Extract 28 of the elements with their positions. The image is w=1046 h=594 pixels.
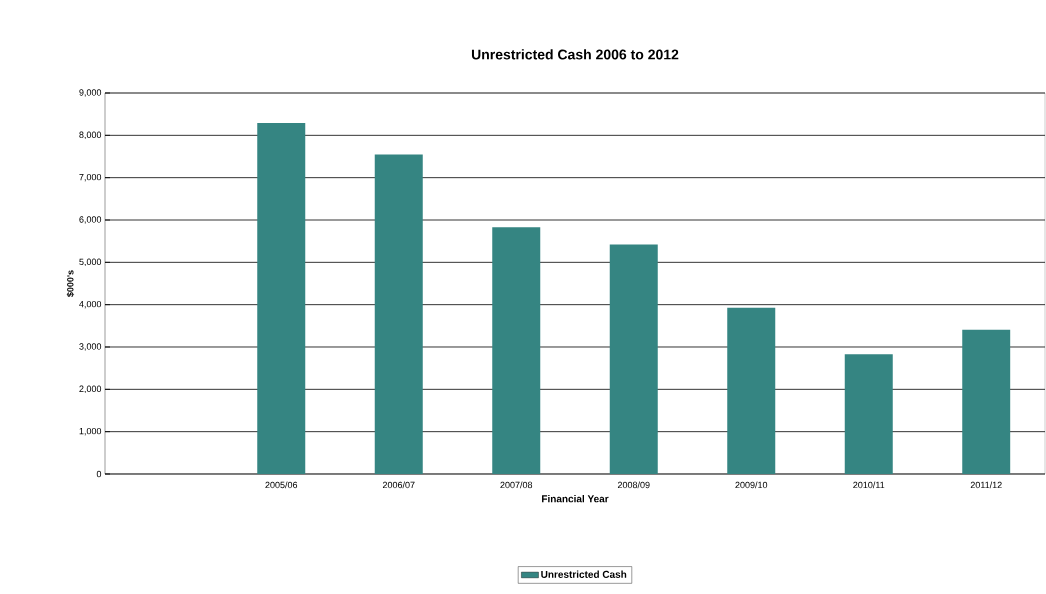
- y-tick-label: 4,000: [79, 300, 102, 309]
- y-tick-label: 9,000: [79, 89, 102, 97]
- y-tick-label: 3,000: [79, 343, 102, 351]
- x-tick-label: 2010/11: [853, 481, 885, 489]
- y-tick-label: 0: [96, 470, 102, 478]
- x-tick-label: 2007/08: [500, 481, 533, 489]
- bar: [257, 123, 306, 474]
- x-tick-label: 2009/10: [735, 481, 768, 489]
- bar: [727, 307, 776, 474]
- x-tick-label: 2005/06: [265, 481, 298, 489]
- y-tick-label: 7,000: [79, 173, 102, 182]
- y-tick-label: 6,000: [79, 216, 102, 224]
- bar: [609, 244, 658, 474]
- x-tick-label: 2006/07: [382, 481, 415, 489]
- y-axis-title: $000's: [66, 270, 75, 297]
- legend-label: Unrestricted Cash: [541, 570, 627, 578]
- bar: [844, 354, 893, 474]
- y-tick-label: 8,000: [79, 131, 102, 140]
- x-tick-label: 2008/09: [617, 481, 650, 489]
- y-tick-label: 1,000: [79, 427, 102, 436]
- x-axis-title: Financial Year: [542, 495, 609, 503]
- x-tick-label: 2011/12: [970, 481, 1002, 489]
- y-tick-label: 2,000: [79, 385, 102, 394]
- bar: [374, 154, 423, 474]
- chart-title: Unrestricted Cash 2006 to 2012: [471, 49, 679, 60]
- bar: [492, 227, 541, 474]
- y-tick-label: 5,000: [79, 258, 102, 267]
- bar: [962, 329, 1011, 474]
